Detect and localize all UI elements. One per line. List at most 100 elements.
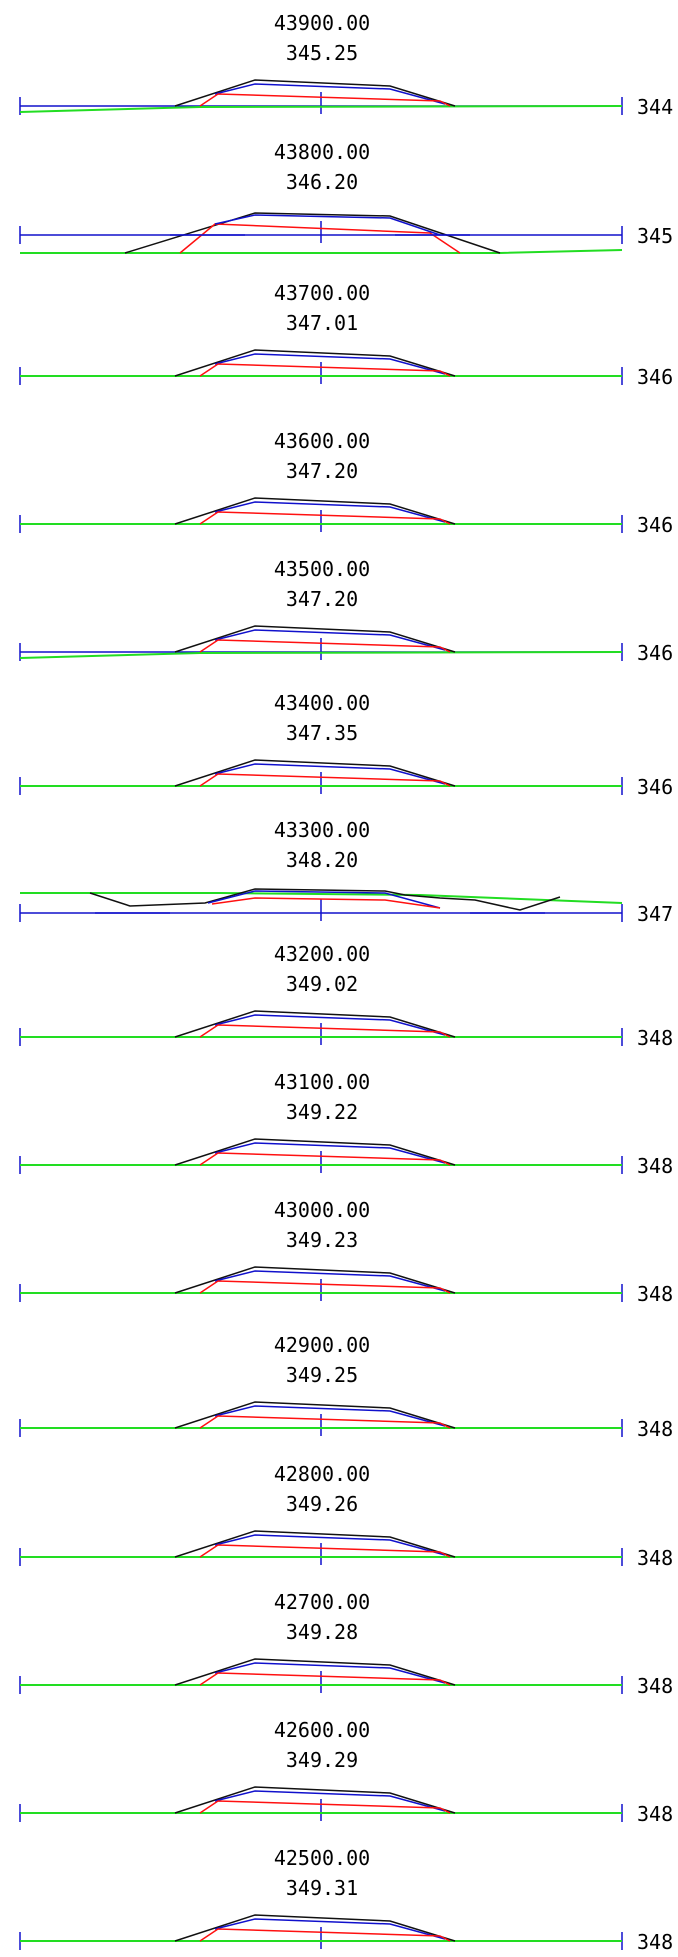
datum-label: 346 — [637, 775, 673, 799]
elevation-label: 347.01 — [286, 311, 358, 335]
elevation-label: 349.26 — [286, 1492, 358, 1516]
ground-line — [20, 249, 623, 254]
elevation-label: 349.25 — [286, 1363, 358, 1387]
datum-label: 348 — [637, 1282, 673, 1306]
datum-label: 348 — [637, 1802, 673, 1826]
embankment-outline — [174, 1138, 456, 1166]
subgrade-line — [199, 773, 451, 787]
embankment-outline — [174, 1401, 456, 1429]
elevation-label: 347.20 — [286, 459, 358, 483]
design-surface — [214, 353, 446, 375]
cross-section: 43800.00 346.20 345 — [19, 140, 673, 254]
subgrade-line — [199, 511, 451, 525]
subgrade-line — [199, 639, 451, 653]
datum-label: 345 — [637, 224, 673, 248]
design-surface — [214, 1790, 446, 1812]
subgrade-line — [211, 897, 441, 909]
embankment-outline — [174, 79, 456, 107]
station-label: 43400.00 — [274, 691, 370, 715]
datum-label: 344 — [637, 95, 673, 119]
cross-section: 42600.00 349.29 348 — [19, 1718, 673, 1826]
design-surface — [214, 214, 441, 236]
cross-section: 43200.00 349.02 348 — [19, 942, 673, 1050]
station-label: 42800.00 — [274, 1462, 370, 1486]
embankment-outline — [174, 1266, 456, 1294]
ground-line — [19, 105, 623, 113]
station-label: 42500.00 — [274, 1846, 370, 1870]
design-surface — [214, 83, 446, 105]
subgrade-line — [179, 223, 461, 254]
datum-label: 348 — [637, 1930, 673, 1954]
elevation-label: 349.02 — [286, 972, 358, 996]
subgrade-line — [199, 1280, 451, 1294]
elevation-label: 349.29 — [286, 1748, 358, 1772]
cross-section: 43400.00 347.35 346 — [19, 691, 673, 799]
elevation-label: 349.31 — [286, 1876, 358, 1900]
cross-section: 42500.00 349.31 348 — [19, 1846, 673, 1954]
datum-label: 346 — [637, 641, 673, 665]
elevation-label: 347.35 — [286, 721, 358, 745]
station-label: 43500.00 — [274, 557, 370, 581]
elevation-label: 349.22 — [286, 1100, 358, 1124]
embankment-outline — [174, 759, 456, 787]
embankment-outline — [174, 497, 456, 525]
subgrade-line — [199, 1024, 451, 1038]
elevation-label: 349.23 — [286, 1228, 358, 1252]
station-label: 43100.00 — [274, 1070, 370, 1094]
cross-section: 42800.00 349.26 348 — [19, 1462, 673, 1570]
subgrade-line — [199, 93, 451, 107]
design-surface — [214, 501, 446, 523]
datum-label: 347 — [637, 902, 673, 926]
subgrade-line — [199, 1928, 451, 1942]
station-label: 43600.00 — [274, 429, 370, 453]
subgrade-line — [199, 363, 451, 377]
embankment-outline — [124, 212, 501, 254]
station-label: 43700.00 — [274, 281, 370, 305]
cross-section: 43600.00 347.20 346 — [19, 429, 673, 537]
embankment-outline — [174, 1658, 456, 1686]
design-surface — [214, 1014, 446, 1036]
elevation-label: 349.28 — [286, 1620, 358, 1644]
design-surface — [214, 763, 446, 785]
station-label: 42700.00 — [274, 1590, 370, 1614]
ground-line — [19, 651, 623, 659]
datum-label: 348 — [637, 1674, 673, 1698]
design-surface — [207, 890, 441, 909]
elevation-label: 345.25 — [286, 41, 358, 65]
station-label: 43800.00 — [274, 140, 370, 164]
station-label: 43900.00 — [274, 11, 370, 35]
elevation-label: 346.20 — [286, 170, 358, 194]
station-label: 43300.00 — [274, 818, 370, 842]
embankment-outline — [174, 1914, 456, 1942]
cross-section: 43000.00 349.23 348 — [19, 1198, 673, 1306]
design-surface — [214, 1534, 446, 1556]
cross-section: 42700.00 349.28 348 — [19, 1590, 673, 1698]
embankment-outline — [174, 1786, 456, 1814]
station-label: 43200.00 — [274, 942, 370, 966]
datum-label: 346 — [637, 365, 673, 389]
cross-section: 43100.00 349.22 348 — [19, 1070, 673, 1178]
datum-label: 348 — [637, 1417, 673, 1441]
station-label: 43000.00 — [274, 1198, 370, 1222]
embankment-outline — [174, 1010, 456, 1038]
design-surface — [214, 1918, 446, 1940]
subgrade-line — [199, 1672, 451, 1686]
design-surface — [214, 1270, 446, 1292]
cross-section: 43300.00 348.20 347 — [19, 818, 673, 926]
datum-label: 348 — [637, 1026, 673, 1050]
subgrade-line — [199, 1800, 451, 1814]
datum-label: 348 — [637, 1154, 673, 1178]
elevation-label: 348.20 — [286, 848, 358, 872]
cross-section: 43700.00 347.01 346 — [19, 281, 673, 389]
cut-slope-outline — [89, 888, 561, 911]
cross-section: 43500.00 347.20 346 — [19, 557, 673, 665]
cross-section: 42900.00 349.25 348 — [19, 1333, 673, 1441]
subgrade-line — [199, 1415, 451, 1429]
ground-line — [20, 892, 623, 904]
embankment-outline — [174, 1530, 456, 1558]
station-label: 42900.00 — [274, 1333, 370, 1357]
station-label: 42600.00 — [274, 1718, 370, 1742]
cross-section: 43900.00 345.25 344 — [19, 11, 673, 119]
design-surface — [214, 1662, 446, 1684]
